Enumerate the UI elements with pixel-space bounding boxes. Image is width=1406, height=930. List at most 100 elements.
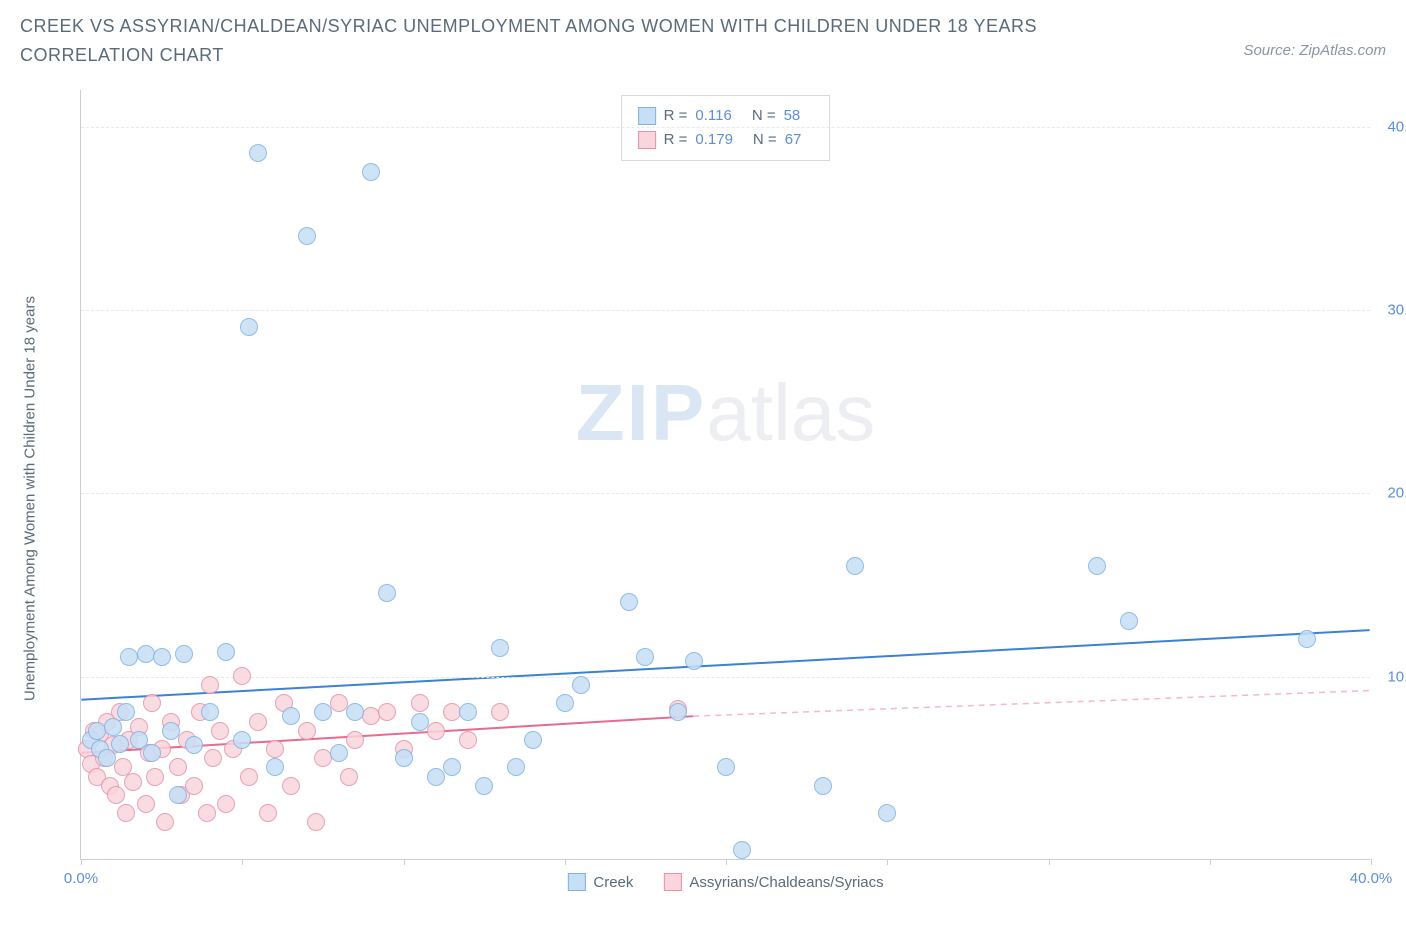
data-point <box>137 645 155 663</box>
data-point <box>211 722 229 740</box>
n-label: N = <box>752 104 776 128</box>
gridline <box>81 310 1370 311</box>
data-point <box>107 786 125 804</box>
data-point <box>156 813 174 831</box>
data-point <box>491 703 509 721</box>
source-citation: Source: ZipAtlas.com <box>1243 42 1386 59</box>
legend-swatch-creek <box>638 107 656 125</box>
gridline <box>81 677 1370 678</box>
data-point <box>266 758 284 776</box>
x-tick <box>81 859 82 865</box>
stats-legend: R = 0.116 N = 58 R = 0.179 N = 67 <box>621 95 831 161</box>
data-point <box>259 804 277 822</box>
data-point <box>169 758 187 776</box>
y-tick-label: 30.0% <box>1387 302 1406 319</box>
data-point <box>282 777 300 795</box>
data-point <box>669 703 687 721</box>
data-point <box>378 584 396 602</box>
data-point <box>204 749 222 767</box>
data-point <box>411 694 429 712</box>
data-point <box>201 676 219 694</box>
data-point <box>878 804 896 822</box>
data-point <box>733 841 751 859</box>
data-point <box>330 694 348 712</box>
data-point <box>427 768 445 786</box>
x-tick <box>565 859 566 865</box>
data-point <box>507 758 525 776</box>
data-point <box>459 703 477 721</box>
data-point <box>201 703 219 721</box>
data-point <box>240 318 258 336</box>
x-tick-label: 0.0% <box>64 870 98 887</box>
x-tick <box>404 859 405 865</box>
x-tick <box>1210 859 1211 865</box>
x-tick <box>242 859 243 865</box>
n-value: 58 <box>784 104 801 128</box>
plot-area: ZIPatlas R = 0.116 N = 58 R = 0.179 N = … <box>80 90 1370 860</box>
data-point <box>340 768 358 786</box>
data-point <box>491 639 509 657</box>
data-point <box>124 773 142 791</box>
data-point <box>266 740 284 758</box>
r-label: R = <box>664 128 688 152</box>
y-tick-label: 10.0% <box>1387 668 1406 685</box>
data-point <box>427 722 445 740</box>
data-point <box>198 804 216 822</box>
r-label: R = <box>664 104 688 128</box>
y-tick-label: 40.0% <box>1387 118 1406 135</box>
data-point <box>685 652 703 670</box>
chart-header: CREEK VS ASSYRIAN/CHALDEAN/SYRIAC UNEMPL… <box>0 0 1406 70</box>
data-point <box>240 768 258 786</box>
legend-swatch-assyrians <box>663 873 681 891</box>
data-point <box>143 744 161 762</box>
gridline <box>81 493 1370 494</box>
data-point <box>572 676 590 694</box>
chart-container: Unemployment Among Women with Children U… <box>60 90 1390 890</box>
series-legend: Creek Assyrians/Chaldeans/Syriacs <box>567 873 883 891</box>
series-legend-label: Creek <box>593 874 633 891</box>
data-point <box>162 722 180 740</box>
data-point <box>117 804 135 822</box>
r-value: 0.179 <box>695 128 733 152</box>
data-point <box>111 735 129 753</box>
y-tick-label: 20.0% <box>1387 485 1406 502</box>
data-point <box>620 593 638 611</box>
n-value: 67 <box>785 128 802 152</box>
data-point <box>175 645 193 663</box>
data-point <box>846 557 864 575</box>
data-point <box>314 703 332 721</box>
data-point <box>395 749 413 767</box>
data-point <box>814 777 832 795</box>
data-point <box>459 731 477 749</box>
series-legend-item-0: Creek <box>567 873 633 891</box>
x-tick <box>1049 859 1050 865</box>
data-point <box>282 707 300 725</box>
data-point <box>169 786 187 804</box>
data-point <box>330 744 348 762</box>
data-point <box>298 227 316 245</box>
data-point <box>636 648 654 666</box>
data-point <box>217 795 235 813</box>
data-point <box>185 736 203 754</box>
data-point <box>217 643 235 661</box>
data-point <box>443 758 461 776</box>
gridline <box>81 127 1370 128</box>
y-axis-label: Unemployment Among Women with Children U… <box>22 296 39 701</box>
x-tick <box>726 859 727 865</box>
r-value: 0.116 <box>695 104 731 128</box>
data-point <box>233 667 251 685</box>
data-point <box>1298 630 1316 648</box>
data-point <box>117 703 135 721</box>
series-legend-label: Assyrians/Chaldeans/Syriacs <box>689 874 883 891</box>
data-point <box>146 768 164 786</box>
data-point <box>98 749 116 767</box>
data-point <box>411 713 429 731</box>
stats-legend-row-1: R = 0.179 N = 67 <box>638 128 814 152</box>
data-point <box>346 703 364 721</box>
data-point <box>104 718 122 736</box>
data-point <box>153 648 171 666</box>
x-tick <box>1371 859 1372 865</box>
x-tick <box>887 859 888 865</box>
watermark-atlas: atlas <box>706 368 875 457</box>
data-point <box>1088 557 1106 575</box>
